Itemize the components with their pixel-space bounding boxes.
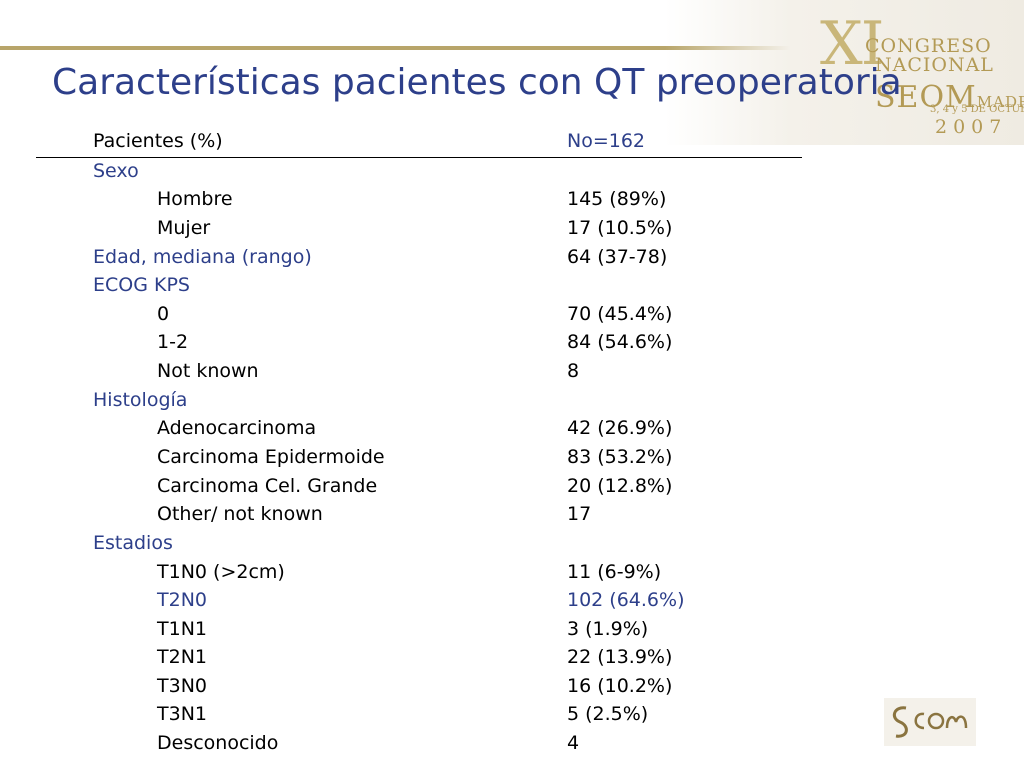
row-value: 84 (54.6%) [567, 331, 673, 353]
table-header-value: No=162 [567, 130, 646, 152]
row-value: 64 (37-78) [567, 246, 668, 268]
row-label: T3N1 [157, 703, 207, 725]
row-value: 11 (6-9%) [567, 561, 662, 583]
row-value: 16 (10.2%) [567, 675, 673, 697]
row-value: 4 [567, 732, 580, 754]
row-label: Carcinoma Cel. Grande [157, 475, 378, 497]
logo-madrid: ADRID [993, 93, 1024, 111]
seom-footer-logo [884, 698, 976, 746]
row-label: Mujer [157, 217, 211, 239]
row-label: Histología [93, 389, 188, 411]
logo-m: M [976, 93, 994, 111]
row-value: 17 [567, 503, 592, 525]
row-label: T1N1 [157, 618, 207, 640]
row-value: 20 (12.8%) [567, 475, 673, 497]
row-value: 5 (2.5%) [567, 703, 649, 725]
row-label: Sexo [93, 160, 139, 182]
row-value: 8 [567, 360, 580, 382]
row-value: 145 (89%) [567, 188, 667, 210]
row-value: 3 (1.9%) [567, 618, 649, 640]
row-value: 102 (64.6%) [567, 589, 685, 611]
row-label: 0 [157, 303, 170, 325]
logo-line1: CONGRESO [865, 35, 992, 57]
row-label: T3N0 [157, 675, 207, 697]
logo-year: 2007 [935, 116, 1008, 138]
seom-logo-icon [892, 706, 968, 738]
slide-title: Características pacientes con QT preoper… [52, 62, 902, 103]
row-value: 22 (13.9%) [567, 646, 673, 668]
logo-date: 3, 4 y 5 DE OCTUBRE [930, 104, 1024, 115]
table-header-rule [36, 157, 802, 158]
row-value: 42 (26.9%) [567, 417, 673, 439]
congress-logo [665, 0, 1024, 145]
row-value: 83 (53.2%) [567, 446, 673, 468]
row-value: 70 (45.4%) [567, 303, 673, 325]
logo-line3: SEOMMADRID [875, 80, 1024, 115]
row-label: Not known [157, 360, 259, 382]
row-label: Other/ not known [157, 503, 323, 525]
row-label: Adenocarcinoma [157, 417, 317, 439]
row-label: Carcinoma Epidermoide [157, 446, 385, 468]
row-label: Desconocido [157, 732, 279, 754]
row-label: Estadios [93, 532, 173, 554]
row-label: 1-2 [157, 331, 189, 353]
row-label: T1N0 (>2cm) [157, 561, 285, 583]
row-label: Hombre [157, 188, 233, 210]
row-value: 17 (10.5%) [567, 217, 673, 239]
row-label: ECOG KPS [93, 274, 190, 296]
row-label: Edad, mediana (rango) [93, 246, 312, 268]
logo-line2: NACIONAL [875, 54, 994, 76]
logo-numeral: XI [820, 9, 884, 79]
header-rule-gold [0, 46, 1024, 50]
logo-seom: SEOM [875, 80, 977, 115]
row-label: T2N0 [157, 589, 207, 611]
table-header-label: Pacientes (%) [93, 130, 223, 152]
row-label: T2N1 [157, 646, 207, 668]
